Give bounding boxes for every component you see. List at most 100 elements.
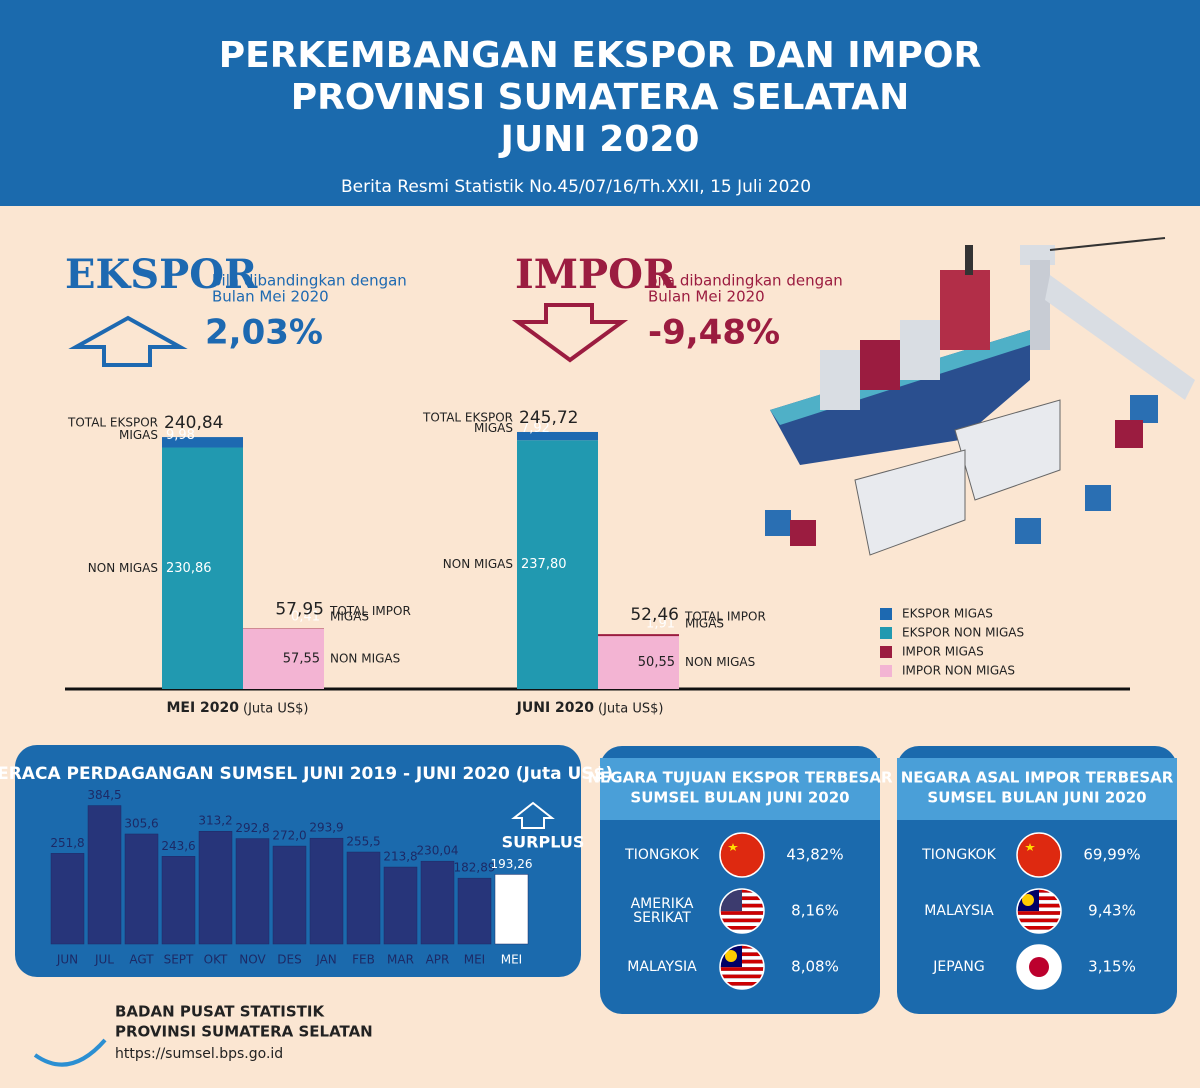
country: SERIKAT [633,910,691,926]
flag-stripe [720,974,764,979]
bar-segment [598,634,679,637]
flag-star [1025,843,1035,851]
flag-moon [725,950,737,962]
bar-segment [517,431,598,441]
share: 8,16% [791,902,839,920]
flag-stripe [720,982,764,986]
flag-stripe [720,911,764,915]
total-value: 245,72 [519,408,578,428]
summary-note: bila dibandingkan dengan [648,272,843,290]
summary-label: IMPOR [515,251,677,298]
segment-value: 237,80 [521,557,567,572]
summary-change: 2,03% [205,313,323,353]
bar [235,838,270,945]
unit-label: (Juta US$) [243,702,308,717]
import-panel-header [897,758,1177,820]
export-panel-header [600,758,880,820]
up-arrow [68,315,188,367]
value-label: 305,6 [124,816,158,830]
flag [1017,945,1061,989]
flag-stripe [720,914,764,919]
panel-title: SUMSEL BULAN JUNI 2020 [927,789,1146,807]
flag-ring [719,832,765,878]
unit-label: (Juta US$) [598,702,663,717]
segment-label: MIGAS [474,421,513,435]
total-value: 52,46 [630,605,679,625]
flag-stripe [1017,929,1061,933]
bar-segment [598,636,679,689]
flag-ring [1016,888,1062,934]
value-label: 230,04 [417,844,459,858]
country: TIONGKOK [921,847,996,863]
segment-label: MIGAS [330,609,369,623]
flag-field [1017,833,1061,877]
summary-note: Bulan Mei 2020 [648,288,765,306]
summary-note: bila dibandingkan dengan [212,272,407,290]
x-tick-label: MEI [501,953,522,967]
x-tick-label: SEPT [164,953,194,967]
bar [309,837,344,945]
segment-label: MIGAS [119,428,158,442]
share: 8,08% [791,958,839,976]
value-label: 213,8 [383,850,417,864]
legend-swatch [880,646,892,658]
segment-label: NON MIGAS [443,557,513,571]
flag-stripe [720,926,764,930]
flag [1017,889,1061,933]
bar [494,874,529,945]
flag-stripe [1017,911,1061,915]
flag-disc [1029,957,1049,977]
category-label: MEI 2020 [166,700,239,716]
flag [720,833,764,877]
share: 43,82% [786,846,843,864]
value-label: 251,8 [50,836,84,850]
value-label: 272,0 [272,829,306,843]
subtitle: Berita Resmi Statistik No.45/07/16/Th.XX… [341,177,811,197]
value-label: 182,89 [454,861,496,875]
value-label: 384,5 [87,788,121,802]
bar [50,853,85,945]
panel-title: NEGARA ASAL IMPOR TERBESAR [901,769,1174,787]
category-label: JUNI 2020 [516,700,595,716]
segment-value: 1,91 [646,617,675,632]
x-tick-label: FEB [352,953,375,967]
flag-stripe [1017,922,1061,926]
bar [87,805,122,945]
x-tick-label: AGT [129,953,154,967]
flag-moon [1022,894,1034,906]
legend-swatch [880,627,892,639]
x-tick-label: JUN [56,953,78,967]
summary-label: EKSPOR [65,251,258,298]
x-tick-label: OKT [204,953,228,967]
bar [346,851,381,945]
surplus-arrow [511,801,555,829]
flag-stripe [720,978,764,982]
flag [720,889,764,933]
bar-segment [162,437,243,448]
bar [420,860,455,945]
flag [720,945,764,989]
summary-change: -9,48% [648,313,780,353]
value-label: 193,26 [491,857,533,871]
country: AMERIKA [631,896,694,912]
legend-swatch [880,608,892,620]
legend-label: EKSPOR MIGAS [902,607,993,621]
bps-logo [33,1038,107,1067]
flag-ring [719,888,765,934]
value-label: 255,5 [346,835,380,849]
flag-stripe [720,922,764,926]
x-tick-label: APR [426,953,450,967]
flag-star [728,843,738,851]
flag-stripe [1017,926,1061,930]
bar [272,845,307,945]
flag-ring [1016,944,1062,990]
title-line: PERKEMBANGAN EKSPOR DAN IMPOR [219,35,982,76]
url: https://sumsel.bps.go.id [115,1046,283,1062]
ship-illustration [765,237,1195,556]
flag-ring [1016,832,1062,878]
flag [1017,833,1061,877]
x-tick-label: MEI [464,953,485,967]
bar [124,833,159,945]
x-tick-label: JAN [315,953,337,967]
